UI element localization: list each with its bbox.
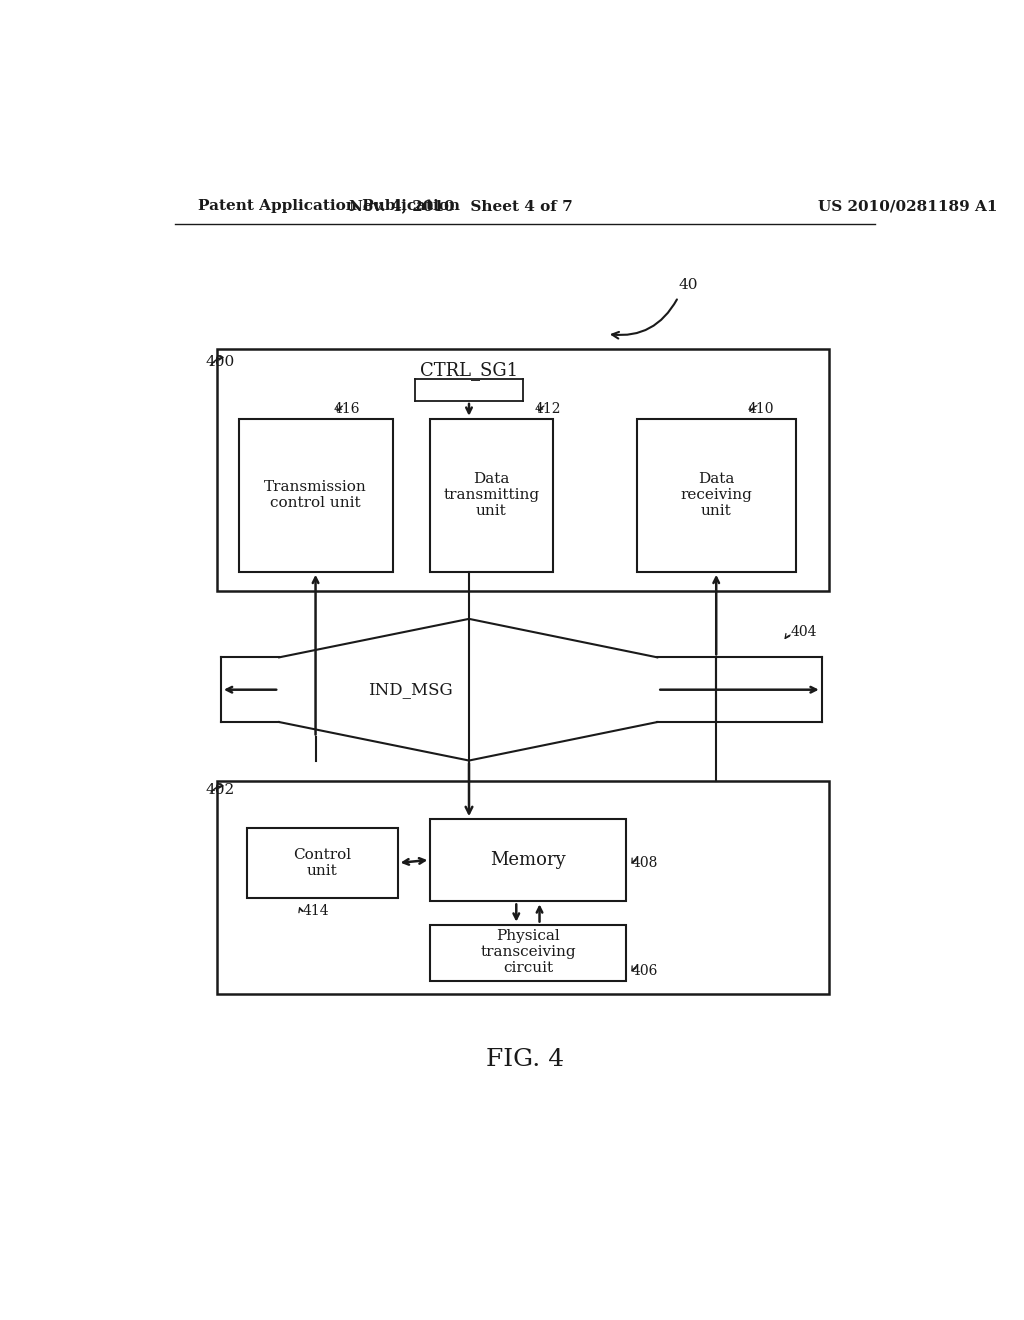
Text: Patent Application Publication: Patent Application Publication bbox=[198, 199, 460, 213]
Bar bbox=[430, 818, 626, 902]
Text: Data
receiving
unit: Data receiving unit bbox=[680, 471, 753, 517]
Text: 400: 400 bbox=[206, 355, 234, 370]
Bar bbox=[637, 418, 796, 572]
Bar bbox=[217, 350, 829, 591]
Bar bbox=[217, 780, 829, 994]
Text: 408: 408 bbox=[632, 855, 658, 870]
Bar bbox=[239, 418, 393, 572]
Text: FIG. 4: FIG. 4 bbox=[485, 1048, 564, 1071]
Text: 412: 412 bbox=[535, 401, 561, 416]
Text: 406: 406 bbox=[632, 964, 658, 978]
Bar bbox=[247, 829, 397, 898]
Text: 410: 410 bbox=[748, 401, 774, 416]
Text: Data
transmitting
unit: Data transmitting unit bbox=[443, 471, 540, 517]
Text: CTRL_SG1: CTRL_SG1 bbox=[420, 360, 518, 380]
Text: Physical
transceiving
circuit: Physical transceiving circuit bbox=[480, 929, 575, 975]
Text: 402: 402 bbox=[206, 783, 234, 797]
Text: 414: 414 bbox=[302, 904, 329, 919]
Text: 40: 40 bbox=[678, 279, 697, 293]
Text: Transmission
control unit: Transmission control unit bbox=[264, 479, 367, 510]
Text: Nov. 4, 2010   Sheet 4 of 7: Nov. 4, 2010 Sheet 4 of 7 bbox=[349, 199, 573, 213]
Text: Memory: Memory bbox=[490, 851, 565, 869]
Bar bbox=[430, 418, 553, 572]
Text: Control
unit: Control unit bbox=[293, 847, 351, 878]
Text: 404: 404 bbox=[791, 624, 817, 639]
Bar bbox=[430, 924, 626, 981]
Text: 416: 416 bbox=[334, 401, 359, 416]
Text: US 2010/0281189 A1: US 2010/0281189 A1 bbox=[818, 199, 997, 213]
Text: IND_MSG: IND_MSG bbox=[369, 681, 453, 698]
